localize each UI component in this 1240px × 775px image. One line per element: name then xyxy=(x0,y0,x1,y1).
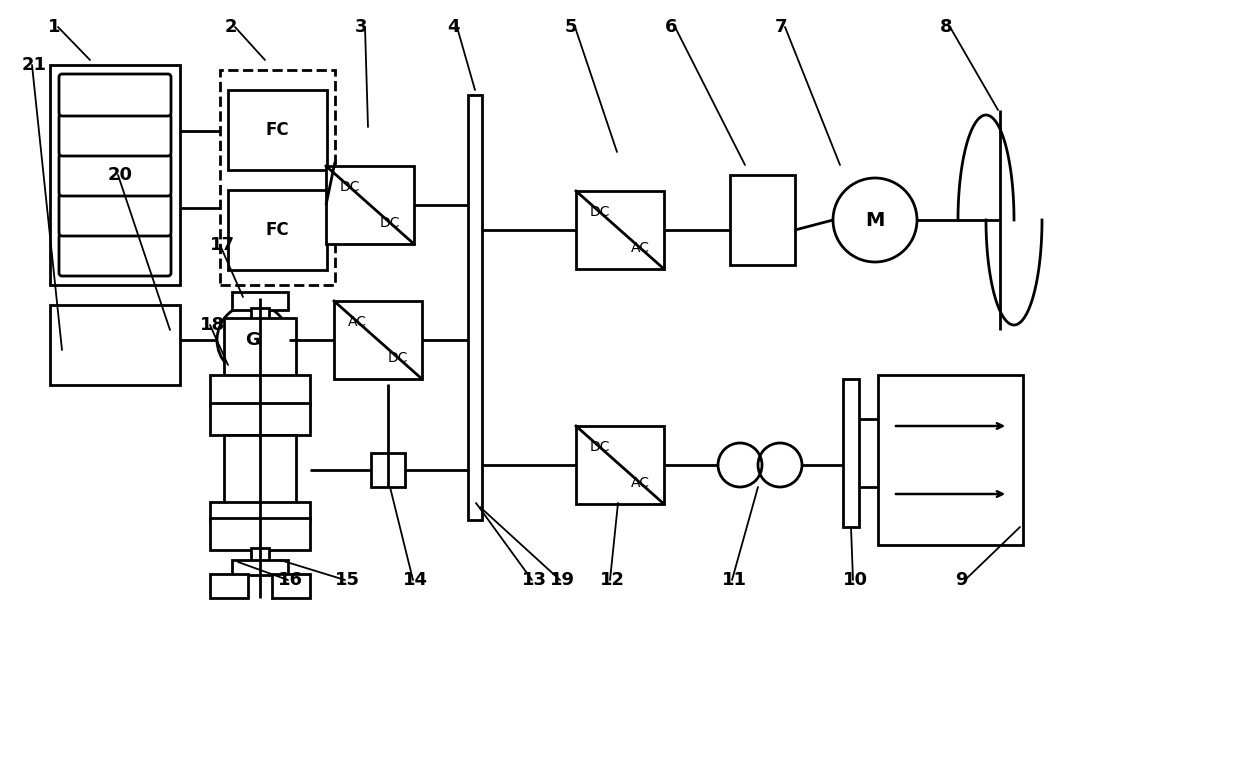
Bar xyxy=(210,518,310,550)
Text: 4: 4 xyxy=(446,18,460,36)
Bar xyxy=(334,301,422,379)
FancyBboxPatch shape xyxy=(60,74,171,116)
Text: 15: 15 xyxy=(335,571,360,589)
Text: DC: DC xyxy=(388,351,408,365)
Text: 10: 10 xyxy=(843,571,868,589)
FancyBboxPatch shape xyxy=(60,194,171,236)
Bar xyxy=(878,375,1023,545)
Text: 17: 17 xyxy=(210,236,236,254)
Bar xyxy=(210,403,310,435)
Bar xyxy=(210,574,248,598)
Bar xyxy=(250,548,269,562)
Text: 1: 1 xyxy=(48,18,61,36)
FancyBboxPatch shape xyxy=(60,154,171,196)
Bar xyxy=(467,95,482,520)
Bar xyxy=(228,90,327,170)
Bar xyxy=(272,574,310,598)
Bar xyxy=(224,435,296,505)
Text: 7: 7 xyxy=(775,18,787,36)
Text: AC: AC xyxy=(631,241,650,255)
FancyBboxPatch shape xyxy=(60,114,171,156)
Text: 14: 14 xyxy=(403,571,428,589)
Bar xyxy=(224,318,296,390)
Text: 5: 5 xyxy=(565,18,578,36)
Text: 13: 13 xyxy=(522,571,547,589)
Bar xyxy=(232,560,288,575)
Bar xyxy=(210,502,310,520)
Text: 20: 20 xyxy=(108,166,133,184)
Bar xyxy=(219,70,335,285)
Text: 8: 8 xyxy=(940,18,952,36)
Bar xyxy=(371,453,405,487)
Bar xyxy=(210,375,310,405)
Text: 18: 18 xyxy=(200,316,226,334)
Text: DC: DC xyxy=(589,205,610,219)
Text: AC: AC xyxy=(348,315,367,329)
Text: FC: FC xyxy=(265,221,289,239)
Text: 2: 2 xyxy=(224,18,238,36)
Text: 12: 12 xyxy=(600,571,625,589)
Bar xyxy=(577,426,663,504)
FancyBboxPatch shape xyxy=(60,234,171,276)
Bar xyxy=(50,65,180,285)
Bar xyxy=(730,175,795,265)
Bar xyxy=(50,305,180,385)
Text: DC: DC xyxy=(379,216,401,230)
Text: 3: 3 xyxy=(355,18,367,36)
Bar xyxy=(228,190,327,270)
Bar xyxy=(250,308,269,320)
Text: FC: FC xyxy=(265,121,289,139)
Bar xyxy=(577,191,663,269)
Bar xyxy=(232,292,288,310)
Text: 16: 16 xyxy=(278,571,303,589)
Text: 19: 19 xyxy=(551,571,575,589)
Text: M: M xyxy=(866,211,884,229)
Text: DC: DC xyxy=(340,180,360,194)
Text: 6: 6 xyxy=(665,18,677,36)
Text: G: G xyxy=(246,331,260,349)
Bar xyxy=(843,379,859,527)
Text: DC: DC xyxy=(589,440,610,454)
Bar xyxy=(326,166,414,244)
Text: 21: 21 xyxy=(22,56,47,74)
Text: 11: 11 xyxy=(722,571,746,589)
Text: 9: 9 xyxy=(955,571,967,589)
Text: AC: AC xyxy=(631,476,650,490)
